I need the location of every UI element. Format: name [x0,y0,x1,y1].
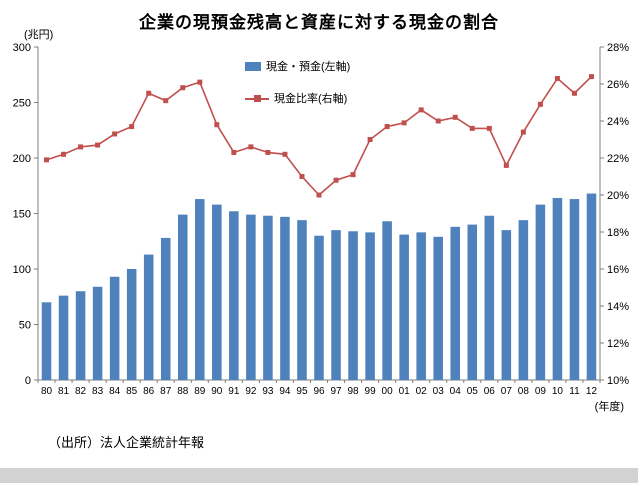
svg-text:0: 0 [25,375,31,387]
svg-text:20%: 20% [607,190,629,202]
svg-text:84: 84 [109,386,121,397]
svg-text:26%: 26% [607,79,629,91]
svg-text:85: 85 [126,386,138,397]
svg-text:00: 00 [382,386,394,397]
line-swatch-marker [254,94,261,102]
legend-label-cash-ratio: 現金比率(右軸) [274,93,348,105]
svg-text:16%: 16% [607,264,629,276]
svg-text:11: 11 [569,386,580,397]
svg-text:98: 98 [347,386,359,397]
svg-text:22%: 22% [607,153,629,165]
svg-text:10%: 10% [607,375,629,387]
svg-text:83: 83 [92,386,104,397]
svg-text:12%: 12% [607,338,629,350]
svg-text:200: 200 [13,153,31,165]
svg-text:150: 150 [13,209,31,221]
x-axis-unit-label: (年度) [594,401,624,413]
svg-text:10: 10 [552,386,564,397]
svg-text:96: 96 [313,386,325,397]
svg-text:01: 01 [399,386,411,397]
svg-text:88: 88 [177,386,189,397]
svg-text:05: 05 [467,386,479,397]
svg-text:02: 02 [416,386,428,397]
svg-text:97: 97 [330,386,342,397]
svg-text:18%: 18% [607,227,629,239]
chart-title: 企業の現預金残高と資産に対する現金の割合 [139,13,499,32]
svg-text:28%: 28% [607,42,629,54]
line-series-swatch-icon [245,94,269,103]
svg-text:81: 81 [58,386,70,397]
svg-text:06: 06 [484,386,496,397]
svg-text:09: 09 [535,386,547,397]
legend-item-cash-ratio: 現金比率(右軸) [245,90,350,106]
svg-text:80: 80 [41,386,53,397]
svg-text:100: 100 [13,264,31,276]
svg-text:04: 04 [450,386,462,397]
svg-text:90: 90 [211,386,223,397]
svg-text:50: 50 [19,320,31,332]
window-bottom-strip [0,468,638,483]
svg-text:94: 94 [279,386,291,397]
legend-label-cash-deposits: 現金・預金(左軸) [266,61,351,73]
legend-item-cash-deposits: 現金・預金(左軸) [245,58,350,74]
left-axis-unit-label: (兆円) [24,29,54,41]
svg-text:14%: 14% [607,301,629,313]
svg-text:92: 92 [245,386,257,397]
svg-text:87: 87 [160,386,172,397]
svg-text:93: 93 [262,386,274,397]
svg-text:99: 99 [365,386,377,397]
svg-text:03: 03 [433,386,445,397]
svg-text:12: 12 [586,386,598,397]
svg-text:82: 82 [75,386,87,397]
svg-text:07: 07 [501,386,513,397]
svg-text:250: 250 [13,98,31,110]
svg-text:91: 91 [228,386,240,397]
svg-text:95: 95 [296,386,308,397]
chart-canvas: 05010015020025030010%12%14%16%18%20%22%2… [13,42,630,397]
bar-series-swatch-icon [245,61,261,71]
svg-text:300: 300 [13,42,31,54]
svg-text:08: 08 [518,386,530,397]
svg-text:86: 86 [143,386,155,397]
chart-legend: 現金・預金(左軸) 現金比率(右軸) [245,58,350,122]
svg-text:89: 89 [194,386,206,397]
svg-text:24%: 24% [607,116,629,128]
source-note: （出所）法人企業統計年報 [48,435,205,450]
